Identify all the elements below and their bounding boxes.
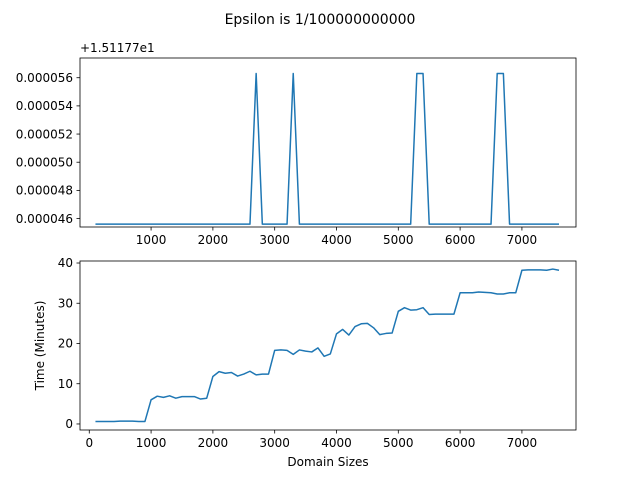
x-tick-label: 5000 [383, 436, 414, 450]
x-tick-label: 3000 [259, 233, 290, 247]
x-tick-label: 4000 [321, 436, 352, 450]
series-line-0-0 [95, 72, 559, 225]
y-tick-label: 0.000052 [16, 127, 73, 141]
bottom-chart: 0 1000 2000 3000 4000 5000 6000 7000 0 10 20 30 40 Do… [33, 256, 577, 469]
y-tick-label: 40 [58, 256, 73, 270]
x-tick-label: 3000 [259, 436, 290, 450]
y-tick-label: 0.000048 [16, 184, 73, 198]
figure-title: Epsilon is 1/100000000000 [225, 12, 416, 28]
x-tick-label: 6000 [445, 233, 476, 247]
x-tick-label: 4000 [321, 233, 352, 247]
x-tick-label: 2000 [198, 233, 229, 247]
y-axis-label: Time (Minutes) [33, 301, 47, 392]
top-chart: 1000 2000 3000 4000 5000 6000 7000 0.000046 0.00… [16, 41, 577, 247]
x-tick-label: 2000 [198, 436, 229, 450]
plot-frame [79, 260, 577, 431]
x-tick-label: 6000 [445, 436, 476, 450]
series-line-1-0 [95, 268, 560, 423]
y-tick-label: 0.000056 [16, 71, 73, 85]
y-offset-label: +1.51177e1 [80, 41, 155, 55]
x-tick-label: 1000 [136, 233, 167, 247]
y-tick-label: 20 [58, 337, 73, 351]
x-tick-label: 1000 [136, 436, 167, 450]
y-tick-label: 0.000046 [16, 212, 73, 226]
y-tick-label: 0 [65, 417, 73, 431]
x-tick-label: 7000 [507, 436, 538, 450]
y-tick-label: 0.000050 [16, 155, 73, 169]
y-tick-label: 30 [58, 296, 73, 310]
plot-frame [79, 57, 577, 228]
y-tick-label: 10 [58, 377, 73, 391]
x-tick-label: 0 [85, 436, 93, 450]
x-tick-label: 5000 [383, 233, 414, 247]
x-tick-label: 7000 [507, 233, 538, 247]
x-axis-label: Domain Sizes [287, 455, 368, 469]
y-tick-label: 0.000054 [16, 99, 73, 113]
